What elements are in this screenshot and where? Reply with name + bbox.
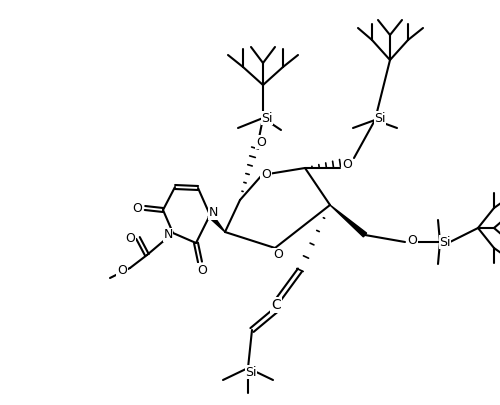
Text: O: O — [256, 136, 266, 149]
Text: N: N — [208, 207, 218, 220]
Text: O: O — [132, 202, 142, 215]
Text: O: O — [273, 249, 283, 262]
Text: Si: Si — [440, 235, 451, 249]
Text: O: O — [197, 264, 207, 277]
Text: N: N — [164, 228, 172, 241]
Text: O: O — [261, 168, 271, 181]
Text: C: C — [271, 298, 281, 312]
Text: Si: Si — [374, 111, 386, 124]
Text: Si: Si — [245, 365, 257, 379]
Text: Si: Si — [261, 111, 273, 124]
Text: O: O — [407, 234, 417, 247]
Text: O: O — [117, 264, 127, 277]
Polygon shape — [208, 213, 225, 232]
Text: O: O — [342, 158, 352, 171]
Polygon shape — [330, 205, 366, 237]
Text: O: O — [125, 232, 135, 245]
